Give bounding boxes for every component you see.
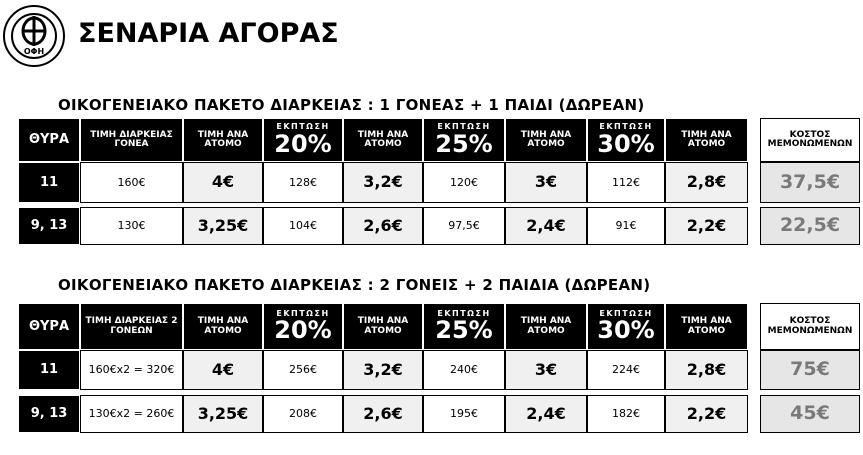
discount-value: 25% — [435, 316, 493, 345]
gate-cell: 9, 13 — [18, 395, 80, 433]
page-title: ΣΕΝΑΡΙΑ ΑΓΟΡΑΣ — [78, 18, 339, 49]
data-cell: 22,5€ — [760, 207, 860, 245]
data-cell: 160€x2 = 320€ — [80, 350, 183, 390]
discount-label: ΕΚΠΤΩΣΗ — [599, 122, 653, 132]
header-cell: ΤΙΜΗ ΔΙΑΡΚΕΙΑΣ ΓΟΝΕΑ — [80, 118, 183, 162]
header-cell: ΤΙΜΗ ΑΝΑ ΑΤΟΜΟ — [183, 303, 263, 350]
data-cell: 2,2€ — [665, 395, 748, 433]
data-cell: 75€ — [760, 350, 860, 390]
data-cell: 45€ — [760, 395, 860, 433]
header-cell: ΤΙΜΗ ΑΝΑ ΑΤΟΜΟ — [505, 118, 587, 162]
discount-value: 20% — [274, 129, 332, 158]
data-cell: 195€ — [423, 395, 505, 433]
table-title: ΟΙΚΟΓΕΝΕΙΑΚΟ ΠΑΚΕΤΟ ΔΙΑΡΚΕΙΑΣ : 2 ΓΟΝΕΙΣ… — [58, 276, 651, 294]
data-cell: 104€ — [263, 207, 343, 245]
gate-cell: 9, 13 — [18, 207, 80, 245]
data-cell: 160€ — [80, 162, 183, 203]
data-cell: 4€ — [183, 350, 263, 390]
data-cell: 182€ — [587, 395, 665, 433]
table-title: ΟΙΚΟΓΕΝΕΙΑΚΟ ΠΑΚΕΤΟ ΔΙΑΡΚΕΙΑΣ : 1 ΓΟΝΕΑΣ… — [58, 96, 645, 114]
header-cell: ΘΥΡΑ — [18, 303, 80, 350]
header-cell: ΤΙΜΗ ΑΝΑ ΑΤΟΜΟ — [343, 303, 423, 350]
header-cell: ΤΙΜΗ ΑΝΑ ΑΤΟΜΟ — [183, 118, 263, 162]
data-cell: 2,6€ — [343, 207, 423, 245]
data-cell: 130€x2 = 260€ — [80, 395, 183, 433]
header-cell: ΕΚΠΤΩΣΗ 30% — [587, 118, 665, 162]
data-cell: 3€ — [505, 350, 587, 390]
data-cell: 130€ — [80, 207, 183, 245]
gate-cell: 11 — [18, 162, 80, 203]
data-cell: 2,6€ — [343, 395, 423, 433]
discount-value: 25% — [435, 129, 493, 158]
header-cell: ΘΥΡΑ — [18, 118, 80, 162]
discount-label: ΕΚΠΤΩΣΗ — [437, 122, 491, 132]
data-cell: 3,2€ — [343, 350, 423, 390]
data-cell: 240€ — [423, 350, 505, 390]
header-cell: ΤΙΜΗ ΔΙΑΡΚΕΙΑΣ 2 ΓΟΝΕΩΝ — [80, 303, 183, 350]
data-cell: 256€ — [263, 350, 343, 390]
header-cell: ΤΙΜΗ ΑΝΑ ΑΤΟΜΟ — [505, 303, 587, 350]
data-cell: 91€ — [587, 207, 665, 245]
data-cell: 112€ — [587, 162, 665, 203]
header-cell: ΤΙΜΗ ΑΝΑ ΑΤΟΜΟ — [665, 303, 748, 350]
discount-value: 30% — [597, 129, 655, 158]
data-cell: 3€ — [505, 162, 587, 203]
discount-label: ΕΚΠΤΩΣΗ — [276, 308, 330, 318]
data-cell: 3,25€ — [183, 207, 263, 245]
discount-label: ΕΚΠΤΩΣΗ — [599, 308, 653, 318]
logo-text: ΟΦΗ — [24, 47, 44, 56]
header-cell: ΤΙΜΗ ΑΝΑ ΑΤΟΜΟ — [343, 118, 423, 162]
gate-cell: 11 — [18, 350, 80, 390]
header-cell: ΕΚΠΤΩΣΗ 20% — [263, 118, 343, 162]
discount-label: ΕΚΠΤΩΣΗ — [276, 122, 330, 132]
header-cell: ΕΚΠΤΩΣΗ 25% — [423, 118, 505, 162]
discount-label: ΕΚΠΤΩΣΗ — [437, 308, 491, 318]
data-cell: 208€ — [263, 395, 343, 433]
data-cell: 2,8€ — [665, 162, 748, 203]
data-cell: 3,2€ — [343, 162, 423, 203]
data-cell: 128€ — [263, 162, 343, 203]
data-cell: 120€ — [423, 162, 505, 203]
header-cell: ΤΙΜΗ ΑΝΑ ΑΤΟΜΟ — [665, 118, 748, 162]
discount-value: 30% — [597, 316, 655, 345]
header-cell: ΚΟΣΤΟΣ ΜΕΜΟΝΩΜΕΝΩΝ — [760, 303, 860, 350]
data-cell: 97,5€ — [423, 207, 505, 245]
header-cell: ΚΟΣΤΟΣ ΜΕΜΟΝΩΜΕΝΩΝ — [760, 118, 860, 162]
data-cell: 2,2€ — [665, 207, 748, 245]
data-cell: 37,5€ — [760, 162, 860, 203]
data-cell: 2,8€ — [665, 350, 748, 390]
header-cell: ΕΚΠΤΩΣΗ 30% — [587, 303, 665, 350]
data-cell: 4€ — [183, 162, 263, 203]
header-cell: ΕΚΠΤΩΣΗ 20% — [263, 303, 343, 350]
discount-value: 20% — [274, 316, 332, 345]
header-cell: ΕΚΠΤΩΣΗ 25% — [423, 303, 505, 350]
logo: ΟΦΗ — [3, 5, 65, 67]
data-cell: 3,25€ — [183, 395, 263, 433]
data-cell: 224€ — [587, 350, 665, 390]
data-cell: 2,4€ — [505, 207, 587, 245]
data-cell: 2,4€ — [505, 395, 587, 433]
